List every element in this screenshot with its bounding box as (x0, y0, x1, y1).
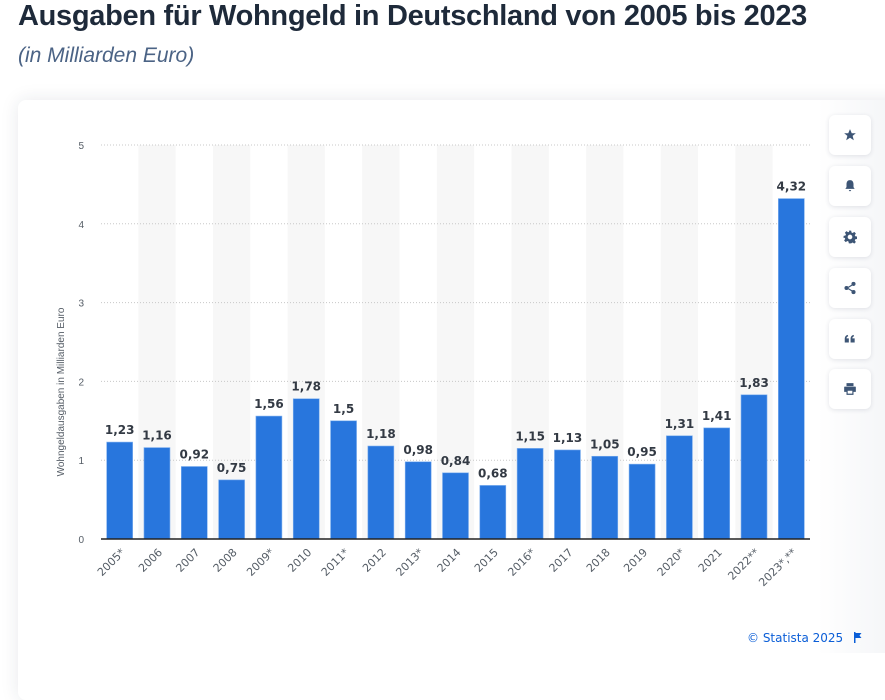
value-label: 1,31 (665, 417, 695, 431)
value-label: 0,92 (179, 448, 209, 462)
x-tick-label: 2019 (621, 546, 650, 575)
y-tick-label: 5 (78, 141, 84, 152)
bar[interactable] (591, 455, 619, 540)
bar[interactable] (516, 448, 544, 540)
gear-icon (843, 230, 857, 244)
value-label: 1,83 (739, 376, 769, 390)
bar[interactable] (330, 420, 357, 540)
value-label: 1,23 (105, 423, 135, 437)
flag-icon[interactable] (853, 632, 863, 643)
bar[interactable] (628, 463, 656, 540)
value-labels: 1,23 1,16 0,92 0,75 1,56 1,78 1,5 1,18 0,98 0,84 0… (105, 180, 806, 481)
bar[interactable] (106, 441, 133, 540)
value-label: 1,56 (254, 397, 284, 411)
value-label: 0,75 (217, 461, 247, 475)
x-tick-label: 2011* (319, 546, 352, 579)
y-tick-label: 4 (78, 220, 84, 231)
value-label: 1,78 (291, 380, 321, 394)
bar-chart: 0 1 2 3 4 5 1,23 1,16 0,92 0,75 1,56 1,78 1,5 1,18 0,… (56, 141, 810, 589)
value-label: 1,18 (366, 427, 396, 441)
bar[interactable] (554, 449, 581, 540)
bar[interactable] (367, 445, 395, 540)
x-tick-label: 2015 (472, 546, 501, 575)
x-tick-label: 2021 (696, 546, 725, 575)
copyright-text: © Statista 2025 (747, 631, 844, 645)
x-tick-label: 2020* (655, 546, 688, 579)
y-tick-label: 0 (78, 535, 84, 546)
bar[interactable] (479, 485, 507, 540)
value-label: 0,98 (403, 443, 433, 457)
page-title: Ausgaben für Wohngeld in Deutschland von… (18, 0, 807, 32)
x-tick-label: 2023*,** (756, 546, 799, 589)
printer-icon (844, 383, 856, 395)
y-axis-label: Wohngeldausgaben in Milliarden Euro (56, 307, 67, 476)
y-tick-label: 3 (78, 299, 84, 310)
x-tick-label: 2016* (505, 546, 538, 579)
x-tick-label: 2005* (95, 546, 128, 579)
bar[interactable] (218, 479, 245, 540)
x-tick-label: 2022** (725, 546, 762, 583)
bar[interactable] (703, 427, 731, 540)
value-label: 0,84 (441, 454, 471, 468)
bar[interactable] (666, 435, 693, 540)
bar[interactable] (143, 447, 171, 540)
notification-button[interactable] (829, 166, 871, 206)
value-label: 1,13 (553, 431, 583, 445)
x-tick-label: 2010 (285, 546, 314, 575)
bar[interactable] (442, 472, 469, 540)
settings-button[interactable] (829, 217, 871, 257)
statista-copyright-link[interactable]: © Statista 2025 (747, 631, 863, 645)
print-button[interactable] (829, 369, 871, 409)
x-tick-label: 2013* (393, 546, 426, 579)
favorite-button[interactable] (829, 115, 871, 155)
value-label: 1,5 (333, 402, 354, 416)
value-label: 4,32 (777, 180, 807, 194)
value-label: 1,05 (590, 437, 620, 451)
bar[interactable] (404, 461, 432, 540)
page-subtitle: (in Milliarden Euro) (18, 44, 195, 67)
bars (106, 198, 805, 540)
bar[interactable] (740, 394, 768, 540)
cite-button[interactable] (829, 319, 871, 359)
bell-icon (845, 180, 855, 192)
y-axis-ticks: 0 1 2 3 4 5 (78, 141, 84, 546)
value-label: 0,95 (627, 445, 657, 459)
value-label: 1,41 (702, 409, 732, 423)
x-tick-label: 2012 (360, 546, 389, 575)
bar[interactable] (255, 415, 283, 540)
x-tick-label: 2006 (136, 546, 165, 575)
share-button[interactable] (829, 268, 871, 308)
value-label: 1,16 (142, 429, 172, 443)
column-band (212, 145, 251, 539)
star-icon (844, 129, 856, 141)
x-tick-label: 2017 (547, 546, 576, 575)
y-tick-label: 2 (78, 377, 84, 388)
gridlines (101, 144, 810, 461)
share-icon (844, 281, 856, 295)
bar[interactable] (778, 198, 805, 540)
bar[interactable] (292, 398, 320, 540)
value-label: 0,68 (478, 466, 508, 480)
x-tick-label: 2018 (584, 546, 613, 575)
value-label: 1,15 (515, 429, 545, 443)
x-tick-label: 2007 (173, 546, 202, 575)
y-tick-label: 1 (78, 456, 84, 467)
x-axis-labels: 2005* 2006 2007 2008 2009* 2010 2011* 2012 2013*… (95, 546, 800, 589)
quote-icon (844, 334, 855, 343)
x-tick-label: 2014 (435, 546, 464, 575)
x-tick-label: 2008 (211, 546, 240, 575)
bar[interactable] (180, 466, 208, 540)
x-tick-label: 2009* (244, 546, 277, 579)
